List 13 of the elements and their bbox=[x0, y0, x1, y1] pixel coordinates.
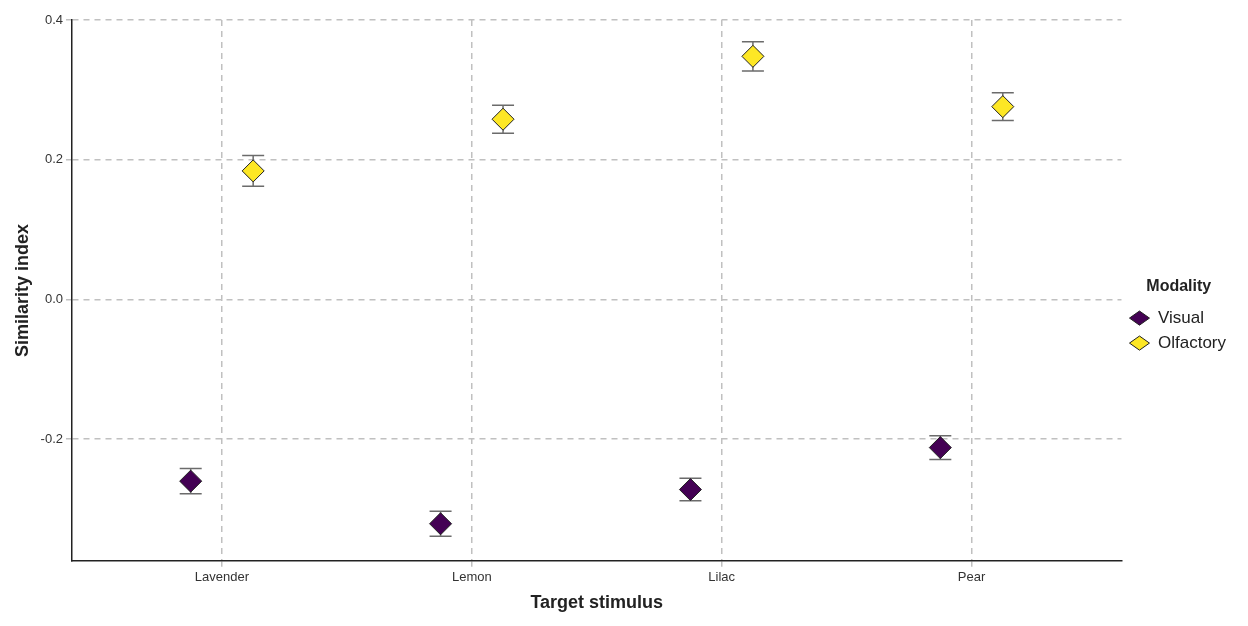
y-tick-label: 0.0 bbox=[44, 291, 63, 307]
x-tick-label: Lavender bbox=[194, 569, 250, 585]
legend-label: Olfactory bbox=[1157, 332, 1227, 352]
legend-title: Modality bbox=[1146, 276, 1212, 294]
x-tick-label: Pear bbox=[957, 569, 986, 585]
y-tick-label: -0.2 bbox=[40, 430, 63, 446]
x-tick-label: Lilac bbox=[708, 569, 736, 585]
y-tick-label: 0.2 bbox=[44, 151, 63, 167]
legend-label: Visual bbox=[1157, 307, 1204, 327]
y-tick-label: 0.4 bbox=[44, 11, 63, 27]
y-axis-title: Similarity index bbox=[11, 223, 32, 357]
x-axis-title: Target stimulus bbox=[530, 592, 664, 613]
x-tick-label: Lemon bbox=[451, 569, 492, 585]
